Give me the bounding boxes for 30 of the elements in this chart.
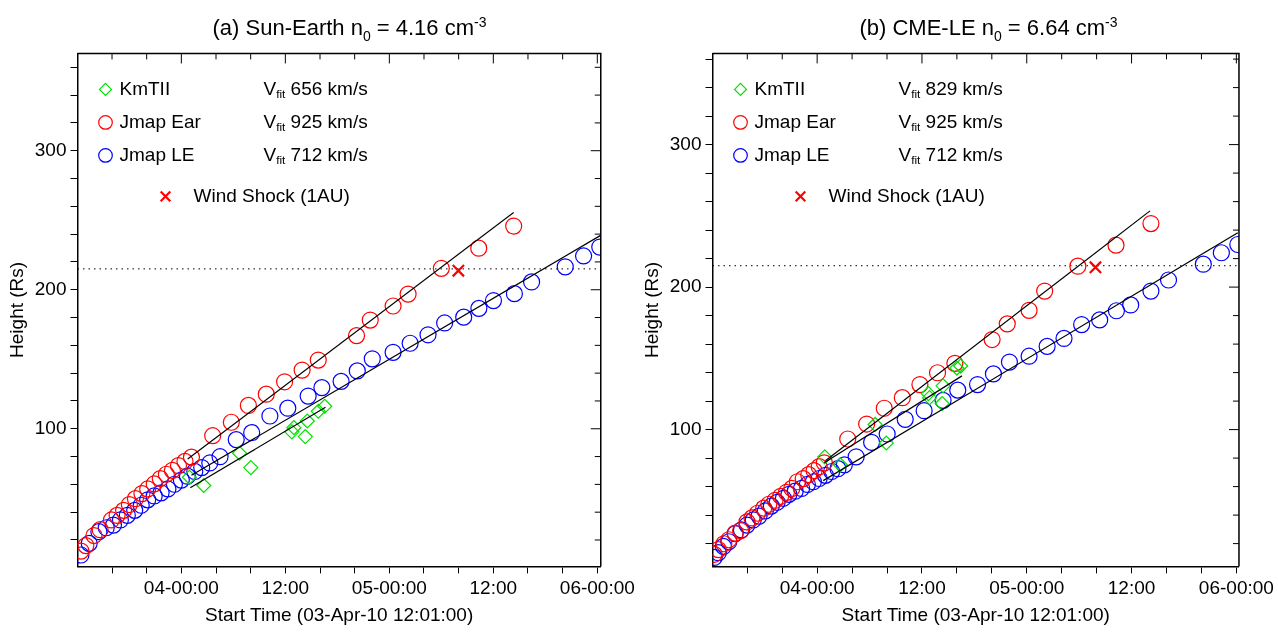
x-tick-label: 12:00 (898, 577, 946, 599)
legend-label: KmTII (119, 77, 171, 99)
chart-title: (a) Sun-Earth n$_{0}$ = 4.16 cm$^{-3}$ (211, 13, 488, 44)
y-tick-label: 100 (669, 417, 702, 439)
x-axis-title: Start Time (03-Apr-10 12:01:00) (205, 603, 474, 625)
legend-label: Jmap LE (119, 143, 195, 165)
legend-label: Jmap Ear (754, 110, 837, 132)
x-tick-label: 12:00 (261, 577, 310, 599)
y-tick-label: 300 (669, 132, 702, 154)
y-tick-label: 200 (34, 277, 67, 299)
x-tick-label: 04-00:00 (143, 577, 219, 599)
chart-title: (b) CME-LE n$_{0}$ = 6.64 cm$^{-3}$ (858, 13, 1119, 44)
legend-label: Jmap Ear (119, 110, 202, 132)
x-tick-label: 06-00:00 (559, 577, 635, 599)
y-axis-title: Height (Rs) (640, 261, 662, 358)
x-tick-label: 12:00 (1107, 577, 1156, 599)
legend-label: Jmap LE (754, 143, 830, 165)
x-tick-label: 04-00:00 (779, 577, 855, 599)
x-tick-label: 05-00:00 (989, 577, 1065, 599)
y-tick-label: 100 (34, 417, 67, 438)
y-tick-label: 300 (34, 138, 67, 160)
x-tick-label: 05-00:00 (351, 577, 427, 599)
x-axis-title: Start Time (03-Apr-10 12:01:00) (841, 603, 1110, 625)
x-tick-label: 12:00 (469, 577, 518, 599)
legend-label: KmTII (754, 77, 806, 99)
y-tick-label: 200 (669, 275, 702, 297)
y-axis-title: Height (Rs) (5, 261, 27, 358)
legend-label: Wind Shock (1AU) (193, 184, 350, 206)
x-tick-label: 06-00:00 (1198, 577, 1274, 599)
legend-label: Wind Shock (1AU) (828, 184, 985, 206)
